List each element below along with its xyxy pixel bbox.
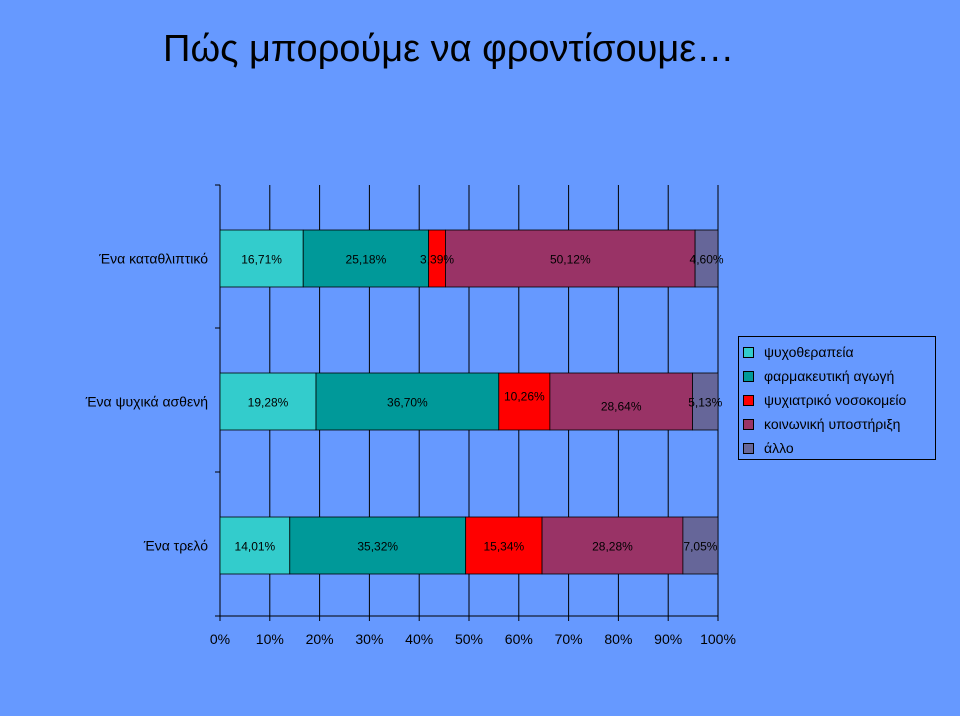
x-tick-label: 40% [405, 631, 433, 647]
data-label: 16,71% [241, 253, 282, 267]
x-tick-label: 80% [604, 631, 632, 647]
legend-label: κοινωνική υποστήριξη [764, 416, 901, 432]
x-tick-label: 60% [505, 631, 533, 647]
bar-segment [315, 372, 500, 431]
chart-bars [219, 229, 719, 575]
bar-segment [219, 516, 291, 575]
page-title: Πώς μπορούμε να φροντίσουμε… [163, 28, 735, 70]
data-label: 7,05% [683, 540, 717, 554]
x-tick-label: 20% [306, 631, 334, 647]
legend-item: ψυχοθεραπεία [743, 342, 854, 362]
bar-segment [445, 229, 696, 288]
bar-segment [694, 229, 719, 288]
legend-swatch [743, 394, 754, 406]
bar-segment [465, 516, 543, 575]
data-label: 3,39% [420, 253, 454, 267]
bar-segment [549, 372, 693, 431]
data-label: 5,13% [688, 396, 722, 410]
chart-data-labels: 16,71% 25,18% 3,39% 50,12% 4,60% 19,28% 36,70%… [235, 253, 724, 554]
category-label: Ένα ψυχικά ασθενή [85, 394, 208, 410]
data-label: 28,64% [601, 400, 642, 414]
data-label: 25,18% [346, 253, 387, 267]
legend-swatch [743, 346, 754, 358]
chart-legend: ψυχοθεραπεία φαρμακευτική αγωγή ψυχιατρικό… [738, 336, 936, 460]
legend-item: φαρμακευτική αγωγή [743, 366, 894, 386]
legend-label: ψυχοθεραπεία [764, 344, 854, 360]
x-tick-label: 90% [654, 631, 682, 647]
legend-swatch [743, 418, 754, 430]
data-label: 14,01% [235, 540, 276, 554]
x-tick-label: 10% [256, 631, 284, 647]
legend-label: φαρμακευτική αγωγή [764, 368, 895, 384]
legend-item: ψυχιατρικό νοσοκομείο [743, 390, 906, 410]
legend-label: άλλο [764, 440, 794, 456]
data-label: 15,34% [484, 540, 525, 554]
x-tick-label: 70% [555, 631, 583, 647]
data-label: 10,26% [504, 390, 545, 404]
data-label: 4,60% [690, 253, 724, 267]
legend-label: ψυχιατρικό νοσοκομείο [764, 392, 907, 408]
data-label: 28,28% [592, 540, 633, 554]
bar-segment [498, 372, 551, 431]
legend-swatch [743, 370, 754, 382]
legend-item: άλλο [743, 438, 794, 458]
data-label: 36,70% [387, 396, 428, 410]
bar-segment [219, 372, 317, 431]
x-tick-label: 50% [455, 631, 483, 647]
bar-segment [541, 516, 684, 575]
x-tick-label: 0% [210, 631, 230, 647]
bar-segment [692, 372, 719, 431]
bar-segment [289, 516, 467, 575]
category-label: Ένα καταθλιπτικό [98, 251, 208, 267]
category-label: Ένα τρελό [143, 538, 208, 554]
x-tick-label: 30% [355, 631, 383, 647]
legend-item: κοινωνική υποστήριξη [743, 414, 900, 434]
chart-tick-labels: 0% 10% 20% 30% 40% 50% 60% 70% 80% 90% 100% [210, 631, 736, 647]
data-label: 19,28% [248, 396, 289, 410]
bar-segment [682, 516, 719, 575]
x-tick-label: 100% [700, 631, 736, 647]
data-label: 35,32% [357, 540, 398, 554]
chart-category-labels: Ένα καταθλιπτικό Ένα ψυχικά ασθενή Ένα τρε… [85, 251, 209, 554]
data-label: 50,12% [550, 253, 591, 267]
legend-swatch [743, 442, 754, 454]
